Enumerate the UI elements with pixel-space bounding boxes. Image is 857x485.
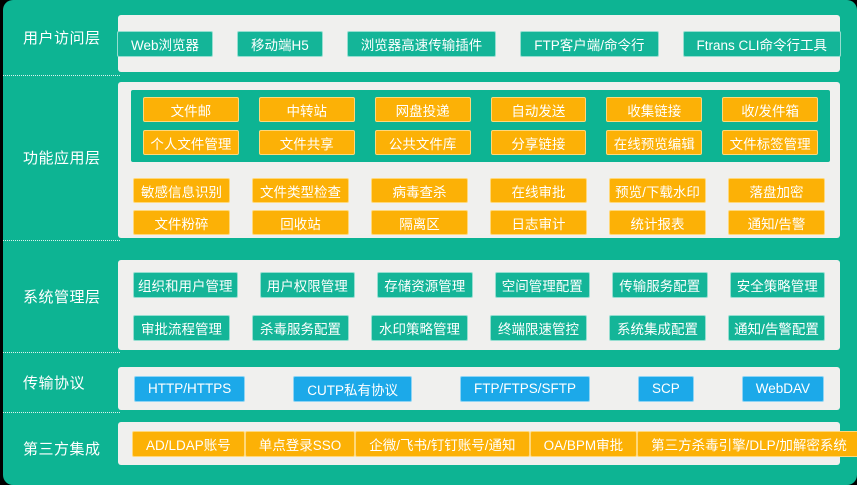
integration-item: OA/BPM审批 <box>529 430 638 457</box>
function-row: 个人文件管理 文件共享 公共文件库 分享链接 在线预览编辑 文件标签管理 <box>143 130 818 155</box>
function-item: 中转站 <box>258 97 355 122</box>
function-item: 公共文件库 <box>374 130 471 155</box>
layer-label-function-app: 功能应用层 <box>3 75 118 240</box>
protocol-item: FTP/FTPS/SFTP <box>459 375 590 402</box>
integration-item: 企微/飞书/钉钉账号/通知 <box>355 430 530 457</box>
management-item: 终端限速管控 <box>490 315 587 341</box>
function-row: 敏感信息识别 文件类型检查 病毒查杀 在线审批 预览/下载水印 落盘加密 <box>133 178 825 203</box>
function-row: 文件邮 中转站 网盘投递 自动发送 收集链接 收/发件箱 <box>143 97 818 122</box>
layer-label-protocol: 传输协议 <box>3 352 118 412</box>
layer-divider <box>3 75 120 76</box>
layer-divider <box>3 412 120 413</box>
management-item: 组织和用户管理 <box>133 272 238 298</box>
function-item: 文件共享 <box>258 130 355 155</box>
function-item: 通知/告警 <box>728 210 825 235</box>
management-row: 组织和用户管理 用户权限管理 存储资源管理 空间管理配置 传输服务配置 安全策略… <box>133 272 825 298</box>
management-item: 用户权限管理 <box>259 272 355 298</box>
core-function-group: 文件邮 中转站 网盘投递 自动发送 收集链接 收/发件箱 个人文件管理 文件共享… <box>131 90 830 162</box>
function-item: 文件粉碎 <box>133 210 230 235</box>
function-item: 收/发件箱 <box>722 97 818 122</box>
function-item: 落盘加密 <box>728 178 825 203</box>
layer-divider <box>3 352 120 353</box>
layer-label-text: 系统管理层 <box>23 288 101 306</box>
integration-item: 第三方杀毒引擎/DLP/加解密系统 <box>637 430 857 457</box>
function-item: 收集链接 <box>606 97 703 122</box>
protocol-item: SCP <box>637 375 694 402</box>
protocol-layer-card: HTTP/HTTPS CUTP私有协议 FTP/FTPS/SFTP SCP We… <box>118 367 840 410</box>
layer-label-text: 传输协议 <box>23 374 86 392</box>
access-item: 移动端H5 <box>236 30 323 57</box>
layer-sidebar: 用户访问层 功能应用层 系统管理层 传输协议 第三方集成 <box>3 0 120 485</box>
layer-label-text: 用户访问层 <box>23 30 101 47</box>
management-row: 审批流程管理 杀毒服务配置 水印策略管理 终端限速管控 系统集成配置 通知/告警… <box>133 315 825 341</box>
access-item: FTP客户端/命令行 <box>520 30 659 57</box>
layer-label-system-mgmt: 系统管理层 <box>3 240 118 352</box>
management-item: 审批流程管理 <box>133 315 230 341</box>
management-item: 存储资源管理 <box>377 272 473 298</box>
management-item: 系统集成配置 <box>609 315 706 341</box>
integration-item: AD/LDAP账号 <box>132 430 245 457</box>
layer-label-integration: 第三方集成 <box>3 412 118 485</box>
function-app-layer-card: 文件邮 中转站 网盘投递 自动发送 收集链接 收/发件箱 个人文件管理 文件共享… <box>118 82 840 238</box>
access-item: 浏览器高速传输插件 <box>346 30 497 57</box>
protocol-item: HTTP/HTTPS <box>133 375 246 402</box>
function-item: 自动发送 <box>490 97 587 122</box>
function-item: 个人文件管理 <box>143 130 239 155</box>
management-item: 安全策略管理 <box>729 272 825 298</box>
function-item: 在线预览编辑 <box>606 130 703 155</box>
diagram-content: Web浏览器 移动端H5 浏览器高速传输插件 FTP客户端/命令行 Ftrans… <box>116 0 857 485</box>
management-item: 空间管理配置 <box>494 272 590 298</box>
function-item: 文件邮 <box>143 97 239 122</box>
layer-label-user-access: 用户访问层 <box>3 0 118 75</box>
system-mgmt-layer-card: 组织和用户管理 用户权限管理 存储资源管理 空间管理配置 传输服务配置 安全策略… <box>118 260 840 350</box>
layer-label-text: 第三方集成 <box>23 441 101 458</box>
layer-label-text: 功能应用层 <box>23 150 101 167</box>
layer-divider <box>3 240 120 241</box>
function-item: 统计报表 <box>609 210 706 235</box>
function-item: 在线审批 <box>490 178 587 203</box>
integration-item: 单点登录SSO <box>244 430 356 457</box>
protocol-item: CUTP私有协议 <box>293 375 412 402</box>
function-item: 文件标签管理 <box>722 130 818 155</box>
function-item: 预览/下载水印 <box>609 178 706 203</box>
function-item: 日志审计 <box>490 210 587 235</box>
function-item: 分享链接 <box>490 130 587 155</box>
integration-layer-card: AD/LDAP账号 单点登录SSO 企微/飞书/钉钉账号/通知 OA/BPM审批… <box>118 422 857 465</box>
management-item: 杀毒服务配置 <box>252 315 349 341</box>
function-item: 敏感信息识别 <box>133 178 230 203</box>
protocol-item: WebDAV <box>741 375 825 402</box>
management-item: 水印策略管理 <box>371 315 468 341</box>
access-item: Ftrans CLI命令行工具 <box>682 30 842 57</box>
access-item: Web浏览器 <box>116 30 213 57</box>
user-access-layer-card: Web浏览器 移动端H5 浏览器高速传输插件 FTP客户端/命令行 Ftrans… <box>116 15 842 72</box>
architecture-diagram: 用户访问层 功能应用层 系统管理层 传输协议 第三方集成 Web浏览器 移动端H… <box>3 0 857 485</box>
function-item: 回收站 <box>252 210 349 235</box>
management-item: 通知/告警配置 <box>728 315 825 341</box>
function-row: 文件粉碎 回收站 隔离区 日志审计 统计报表 通知/告警 <box>133 210 825 235</box>
function-item: 网盘投递 <box>374 97 471 122</box>
function-item: 病毒查杀 <box>371 178 468 203</box>
function-item: 隔离区 <box>371 210 468 235</box>
function-item: 文件类型检查 <box>252 178 349 203</box>
management-item: 传输服务配置 <box>612 272 708 298</box>
